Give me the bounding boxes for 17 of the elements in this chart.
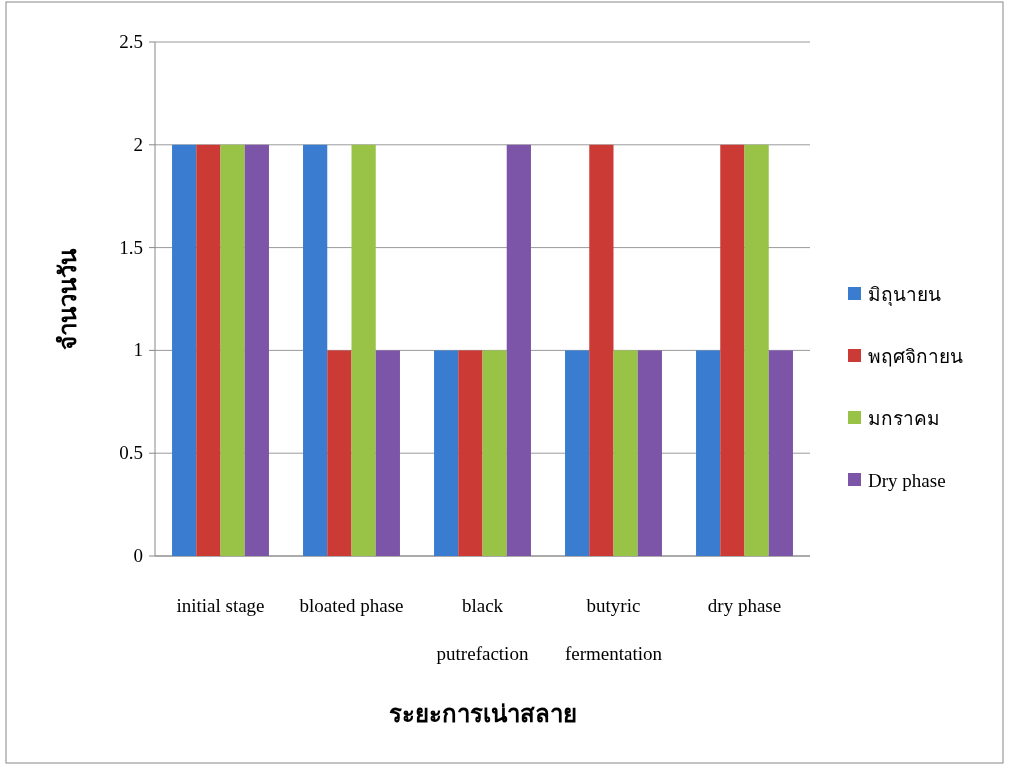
category-label: butyric fermentation	[564, 595, 663, 664]
legend-label: Dry phase	[868, 470, 946, 491]
y-tick-label: 1.5	[119, 236, 143, 258]
y-tick-label: 2.5	[119, 31, 143, 52]
x-tick-label: dry phase	[707, 595, 782, 616]
y-axis-title: จำนวนวัน	[55, 247, 81, 350]
y-tick-label: 2	[133, 133, 143, 155]
legend-label: มกราคม	[868, 408, 940, 429]
y-tick-label: 1	[133, 339, 143, 361]
x-axis-title: ระยะการเน่าสลาย	[388, 701, 577, 727]
x-tick-label: bloated phase	[299, 595, 404, 616]
x-tick-label: initial stage	[176, 595, 265, 616]
legend-label: พฤศจิกายน	[868, 346, 963, 367]
y-tick-label: 0	[133, 545, 143, 566]
y-tick-label: 0.5	[119, 442, 143, 464]
legend-label: มิถุนายน	[868, 284, 941, 307]
category-label: black putrefaction	[436, 595, 529, 664]
